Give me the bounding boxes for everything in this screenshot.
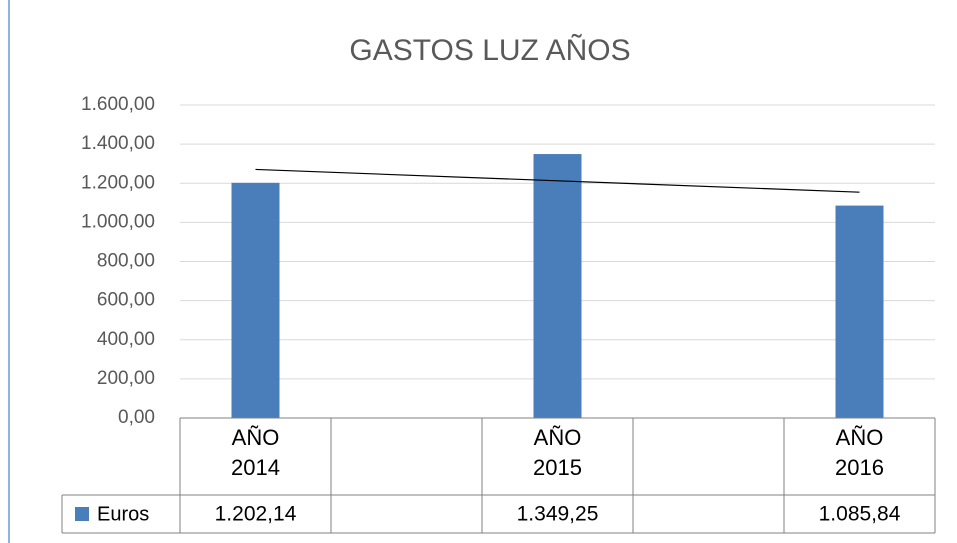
y-tick-label: 600,00 [97,290,155,311]
y-tick-label: 0,00 [118,407,155,428]
y-tick-label: 1.400,00 [81,133,155,154]
y-tick-label: 400,00 [97,329,155,350]
data-table-value: 1.202,14 [215,503,297,526]
y-tick-label: 1.600,00 [81,94,155,115]
x-tick-label: AÑO 2014 [231,425,280,480]
x-tick-label: AÑO 2016 [835,425,884,480]
data-table-value: 1.085,84 [819,503,901,526]
bar [835,205,884,418]
legend-swatch [75,507,89,521]
y-tick-label: 800,00 [97,251,155,272]
y-tick-label: 1.000,00 [81,211,155,232]
y-tick-label: 200,00 [97,368,155,389]
data-table-value: 1.349,25 [517,503,599,526]
trendline [255,168,860,193]
bar [231,182,280,418]
legend-label: Euros [97,503,149,525]
bar [533,154,582,418]
x-tick-label: AÑO 2015 [533,425,582,480]
chart-title: GASTOS LUZ AÑOS [349,33,630,67]
y-tick-label: 1.200,00 [81,172,155,193]
